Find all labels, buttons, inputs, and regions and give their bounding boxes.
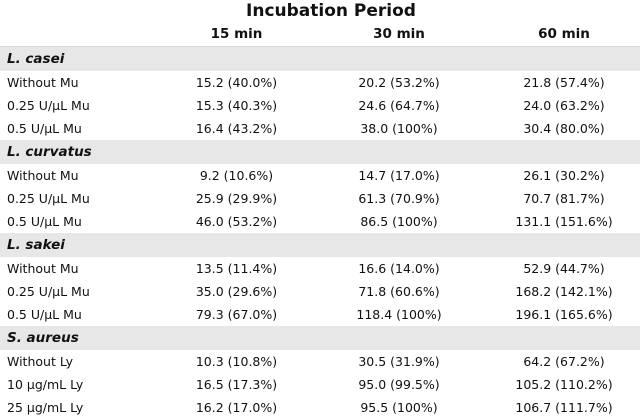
cell-15min: 15.2 (40.0%) [195, 75, 278, 90]
group-header-s-aureus: S. aureus [0, 326, 640, 350]
cell-60min: 64.2 (67.2%) [523, 354, 605, 369]
table-row: Without Mu 15.2 (40.0%) 20.2 (53.2%) 21.… [0, 71, 640, 94]
row-label: 0.25 U/µL Mu [7, 191, 90, 206]
cell-15min: 16.5 (17.3%) [195, 377, 278, 392]
column-header-60min: 60 min [538, 26, 590, 42]
cell-15min: 35.0 (29.6%) [195, 284, 278, 299]
group-header-l-curvatus: L. curvatus [0, 140, 640, 164]
cell-30min: 61.3 (70.9%) [358, 191, 440, 206]
table-row: 0.25 U/µL Mu 15.3 (40.3%) 24.6 (64.7%) 2… [0, 94, 640, 117]
row-label: Without Mu [7, 261, 79, 276]
cell-30min: 71.8 (60.6%) [358, 284, 440, 299]
cell-15min: 46.0 (53.2%) [195, 214, 278, 229]
table-row: Without Mu 13.5 (11.4%) 16.6 (14.0%) 52.… [0, 257, 640, 280]
table-row: Without Ly 10.3 (10.8%) 30.5 (31.9%) 64.… [0, 350, 640, 373]
cell-60min: 24.0 (63.2%) [523, 98, 605, 113]
cell-60min: 52.9 (44.7%) [523, 261, 605, 276]
row-label: 0.5 U/µL Mu [7, 121, 82, 136]
table-row: 0.5 U/µL Mu 46.0 (53.2%) 86.5 (100%) 131… [0, 210, 640, 233]
table-row: 0.25 U/µL Mu 25.9 (29.9%) 61.3 (70.9%) 7… [0, 187, 640, 210]
row-label: Without Ly [7, 354, 74, 369]
column-header-15min: 15 min [210, 26, 263, 42]
cell-60min: 30.4 (80.0%) [523, 121, 605, 136]
cell-30min: 16.6 (14.0%) [358, 261, 440, 276]
cell-15min: 16.2 (17.0%) [195, 400, 278, 415]
group-header-l-casei: L. casei [0, 47, 640, 71]
cell-30min: 38.0 (100%) [360, 121, 438, 136]
table-row: 0.5 U/µL Mu 16.4 (43.2%) 38.0 (100%) 30.… [0, 117, 640, 140]
cell-60min: 196.1 (165.6%) [515, 307, 613, 322]
column-header-sample [0, 22, 145, 46]
cell-60min: 21.8 (57.4%) [523, 75, 605, 90]
cell-15min: 15.3 (40.3%) [195, 98, 278, 113]
cell-15min: 10.3 (10.8%) [195, 354, 278, 369]
cell-30min: 118.4 (100%) [356, 307, 442, 322]
table-row: 25 µg/mL Ly 16.2 (17.0%) 95.5 (100%) 106… [0, 396, 640, 419]
cell-15min: 79.3 (67.0%) [195, 307, 278, 322]
table-title: Incubation Period [246, 1, 416, 21]
table-row: Without Mu 9.2 (10.6%) 14.7 (17.0%) 26.1… [0, 164, 640, 187]
cell-30min: 95.0 (99.5%) [358, 377, 440, 392]
column-header-30min: 30 min [373, 26, 425, 42]
cell-15min: 16.4 (43.2%) [195, 121, 278, 136]
row-label: Without Mu [7, 168, 79, 183]
row-label: Without Mu [7, 75, 79, 90]
cell-30min: 20.2 (53.2%) [358, 75, 440, 90]
row-label: 10 µg/mL Ly [7, 377, 84, 392]
cell-60min: 131.1 (151.6%) [515, 214, 613, 229]
row-label: 0.25 U/µL Mu [7, 284, 90, 299]
row-label: 0.5 U/µL Mu [7, 214, 82, 229]
cell-60min: 168.2 (142.1%) [515, 284, 613, 299]
table-row: 10 µg/mL Ly 16.5 (17.3%) 95.0 (99.5%) 10… [0, 373, 640, 396]
cell-30min: 95.5 (100%) [360, 400, 438, 415]
cell-60min: 70.7 (81.7%) [523, 191, 605, 206]
column-header-row: 15 min 30 min 60 min [0, 22, 640, 47]
row-label: 0.25 U/µL Mu [7, 98, 90, 113]
table-row: 0.5 U/µL Mu 79.3 (67.0%) 118.4 (100%) 19… [0, 303, 640, 326]
table-row: 0.25 U/µL Mu 35.0 (29.6%) 71.8 (60.6%) 1… [0, 280, 640, 303]
group-header-l-sakei: L. sakei [0, 233, 640, 257]
cell-15min: 25.9 (29.9%) [195, 191, 278, 206]
row-label: 25 µg/mL Ly [7, 400, 84, 415]
cell-30min: 14.7 (17.0%) [358, 168, 440, 183]
cell-60min: 26.1 (30.2%) [523, 168, 605, 183]
cell-15min: 9.2 (10.6%) [199, 168, 274, 183]
row-label: 0.5 U/µL Mu [7, 307, 82, 322]
cell-15min: 13.5 (11.4%) [195, 261, 278, 276]
cell-60min: 106.7 (111.7%) [515, 400, 613, 415]
cell-60min: 105.2 (110.2%) [515, 377, 613, 392]
cell-30min: 86.5 (100%) [360, 214, 438, 229]
cell-30min: 30.5 (31.9%) [358, 354, 440, 369]
cell-30min: 24.6 (64.7%) [358, 98, 440, 113]
